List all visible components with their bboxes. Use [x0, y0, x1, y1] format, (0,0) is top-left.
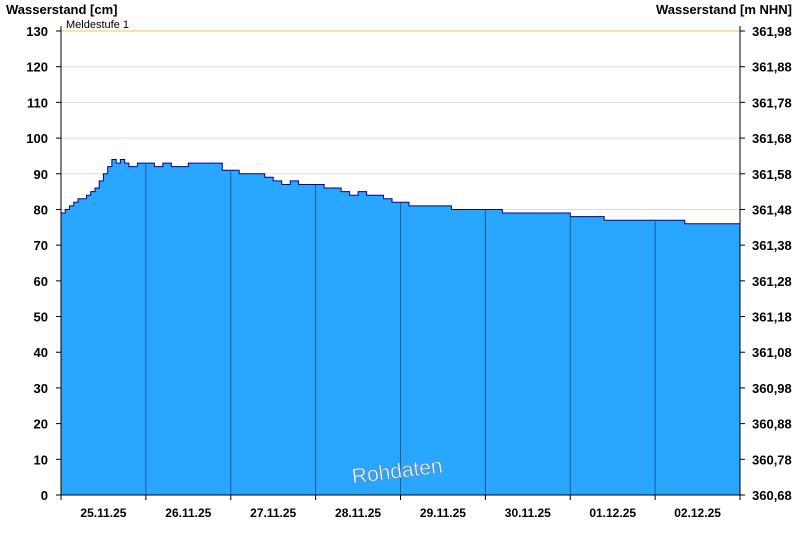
x-tick-label-7: 02.12.25 [674, 506, 721, 520]
threshold-group: Meldestufe 1 [61, 19, 740, 32]
threshold-label: Meldestufe 1 [66, 19, 129, 31]
left-tick-label-1: 10 [34, 452, 48, 467]
right-tick-labels: 360,68 360,78 360,88 360,98 361,08 361,18 361,… [740, 24, 792, 503]
left-tick-label-10: 100 [26, 131, 48, 146]
right-tick-label-9: 361,58 [752, 167, 792, 182]
right-tick-label-11: 361,78 [752, 95, 792, 110]
left-tick-labels: 0 10 20 30 40 50 60 70 80 90 100 110 120 130 [26, 24, 61, 503]
left-tick-label-0: 0 [41, 488, 48, 503]
y-right-axis-title: Wasserstand [m NHN] [656, 2, 792, 17]
right-tick-label-13: 361,98 [752, 24, 792, 39]
right-tick-label-6: 361,28 [752, 274, 792, 289]
right-tick-label-5: 361,18 [752, 310, 792, 325]
x-tick-label-0: 25.11.25 [80, 506, 126, 520]
right-tick-label-1: 360,78 [752, 452, 792, 467]
left-tick-label-3: 30 [34, 381, 48, 396]
left-tick-label-7: 70 [34, 238, 48, 253]
left-tick-label-2: 20 [34, 417, 48, 432]
left-tick-label-9: 90 [34, 167, 48, 182]
series-line [61, 159, 740, 225]
x-tick-label-1: 26.11.25 [165, 506, 211, 520]
right-tick-label-10: 361,68 [752, 131, 792, 146]
x-tick-label-2: 27.11.25 [250, 506, 296, 520]
left-tick-label-4: 40 [34, 345, 48, 360]
right-tick-label-12: 361,88 [752, 60, 792, 75]
left-tick-label-11: 110 [27, 95, 48, 110]
day-separator-lines [145, 163, 656, 495]
x-tick-labels: 25.11.25 26.11.25 27.11.25 28.11.25 29.11.25… [60, 495, 741, 520]
right-tick-label-3: 360,98 [752, 381, 792, 396]
left-tick-label-6: 60 [34, 274, 48, 289]
right-tick-label-0: 360,68 [752, 488, 792, 503]
right-tick-label-2: 360,88 [752, 417, 792, 432]
x-tick-label-6: 01.12.25 [589, 506, 636, 520]
left-tick-label-12: 120 [26, 60, 48, 75]
left-tick-label-8: 80 [34, 202, 48, 217]
x-tick-label-5: 30.11.25 [505, 506, 551, 520]
left-tick-label-13: 130 [26, 24, 48, 39]
right-tick-label-4: 361,08 [752, 345, 792, 360]
right-tick-label-8: 361,48 [752, 202, 792, 217]
right-tick-label-7: 361,38 [752, 238, 792, 253]
x-tick-label-4: 29.11.25 [420, 506, 466, 520]
x-tick-label-3: 28.11.25 [335, 506, 381, 520]
y-left-axis-title: Wasserstand [cm] [6, 2, 118, 17]
left-tick-label-5: 50 [34, 310, 48, 325]
